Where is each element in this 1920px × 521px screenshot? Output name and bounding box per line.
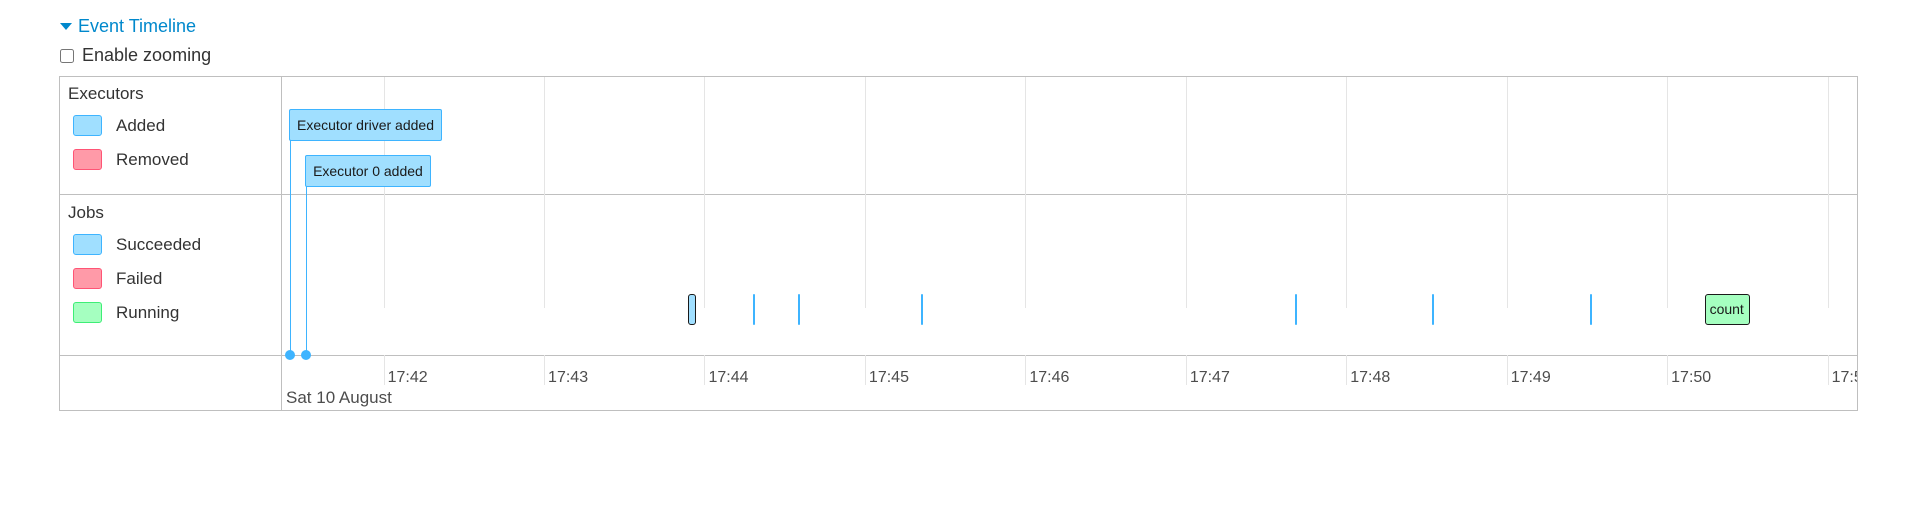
tick-label: 17:49 bbox=[1510, 369, 1551, 386]
tick-label: 17:50 bbox=[1671, 369, 1712, 386]
axis-tick bbox=[1185, 355, 1187, 385]
legend-swatch-failed bbox=[73, 268, 102, 289]
tick-label: 17:46 bbox=[1029, 369, 1070, 386]
legend-label: Running bbox=[116, 302, 180, 322]
axis-tick bbox=[864, 355, 866, 385]
tick-label: 17:48 bbox=[1350, 369, 1391, 386]
caret-down-icon bbox=[60, 23, 72, 30]
legend-item-added: Added bbox=[73, 115, 165, 136]
job-succeeded[interactable] bbox=[688, 294, 697, 325]
axis-tick bbox=[1346, 355, 1348, 385]
legend-item-running: Running bbox=[73, 302, 179, 323]
tick-label: 17:44 bbox=[708, 369, 749, 386]
axis-tick bbox=[704, 355, 706, 385]
timeline-plot[interactable]: 17:42 17:43 17:44 17:45 17:46 17:47 17:48 17:49… bbox=[282, 77, 1857, 409]
axis-tick bbox=[1827, 355, 1829, 385]
executor-event-box[interactable]: Executor driver added bbox=[289, 109, 442, 141]
job-succeeded[interactable] bbox=[1589, 294, 1592, 325]
axis-tick bbox=[1506, 355, 1508, 385]
grid-line bbox=[864, 77, 866, 308]
executor-event-line bbox=[290, 140, 292, 355]
executor-event-box[interactable]: Executor 0 added bbox=[305, 155, 431, 187]
grid-line bbox=[1346, 77, 1348, 308]
row-divider bbox=[60, 194, 1857, 195]
legend-item-removed: Removed bbox=[73, 149, 189, 170]
job-succeeded[interactable] bbox=[798, 294, 801, 325]
enable-zooming-label: Enable zooming bbox=[82, 45, 212, 65]
legend-label: Failed bbox=[116, 268, 163, 288]
job-running[interactable]: count bbox=[1704, 294, 1751, 325]
legend-label: Added bbox=[116, 115, 166, 135]
legend-swatch-removed bbox=[73, 149, 102, 170]
enable-zooming-control[interactable]: Enable zooming bbox=[60, 45, 211, 66]
job-succeeded[interactable] bbox=[921, 294, 924, 325]
job-succeeded[interactable] bbox=[1431, 294, 1434, 325]
grid-line bbox=[1025, 77, 1027, 308]
tick-label: 17:42 bbox=[387, 369, 428, 386]
axis-line bbox=[60, 355, 1857, 356]
section-title: Event Timeline bbox=[78, 16, 197, 36]
grid-line bbox=[1667, 77, 1669, 308]
executors-group-title: Executors bbox=[68, 84, 144, 103]
legend-item-failed: Failed bbox=[73, 268, 162, 289]
axis-tick bbox=[383, 355, 385, 385]
timeline-frame bbox=[59, 76, 1858, 411]
legend-label: Succeeded bbox=[116, 234, 202, 254]
event-timeline-toggle[interactable]: Event Timeline bbox=[60, 16, 196, 37]
grid-line bbox=[544, 77, 546, 308]
jobs-group-title: Jobs bbox=[68, 203, 104, 222]
job-succeeded[interactable] bbox=[752, 294, 755, 325]
tick-label: 17:45 bbox=[868, 369, 909, 386]
executor-event-dot[interactable] bbox=[301, 350, 312, 360]
legend-item-succeeded: Succeeded bbox=[73, 234, 201, 255]
date-label: Sat 10 August bbox=[286, 388, 392, 407]
legend-swatch-added bbox=[73, 115, 102, 136]
executor-event-dot[interactable] bbox=[285, 350, 296, 360]
grid-line bbox=[383, 77, 385, 308]
axis-tick bbox=[1025, 355, 1027, 385]
label-column-divider bbox=[281, 76, 282, 411]
tick-label: 17:43 bbox=[548, 369, 589, 386]
grid-line bbox=[1185, 77, 1187, 308]
axis-tick bbox=[544, 355, 546, 385]
tick-label: 17:47 bbox=[1189, 369, 1230, 386]
tick-label: 17:51 bbox=[1831, 369, 1857, 386]
enable-zooming-checkbox[interactable] bbox=[60, 48, 74, 63]
legend-swatch-running bbox=[73, 302, 102, 323]
grid-line bbox=[704, 77, 706, 308]
legend-swatch-succeeded bbox=[73, 234, 102, 255]
job-succeeded[interactable] bbox=[1295, 294, 1298, 325]
axis-tick bbox=[1667, 355, 1669, 385]
grid-line bbox=[1827, 77, 1829, 308]
executor-event-line bbox=[306, 186, 308, 355]
grid-line bbox=[1506, 77, 1508, 308]
legend-label: Removed bbox=[116, 149, 189, 169]
